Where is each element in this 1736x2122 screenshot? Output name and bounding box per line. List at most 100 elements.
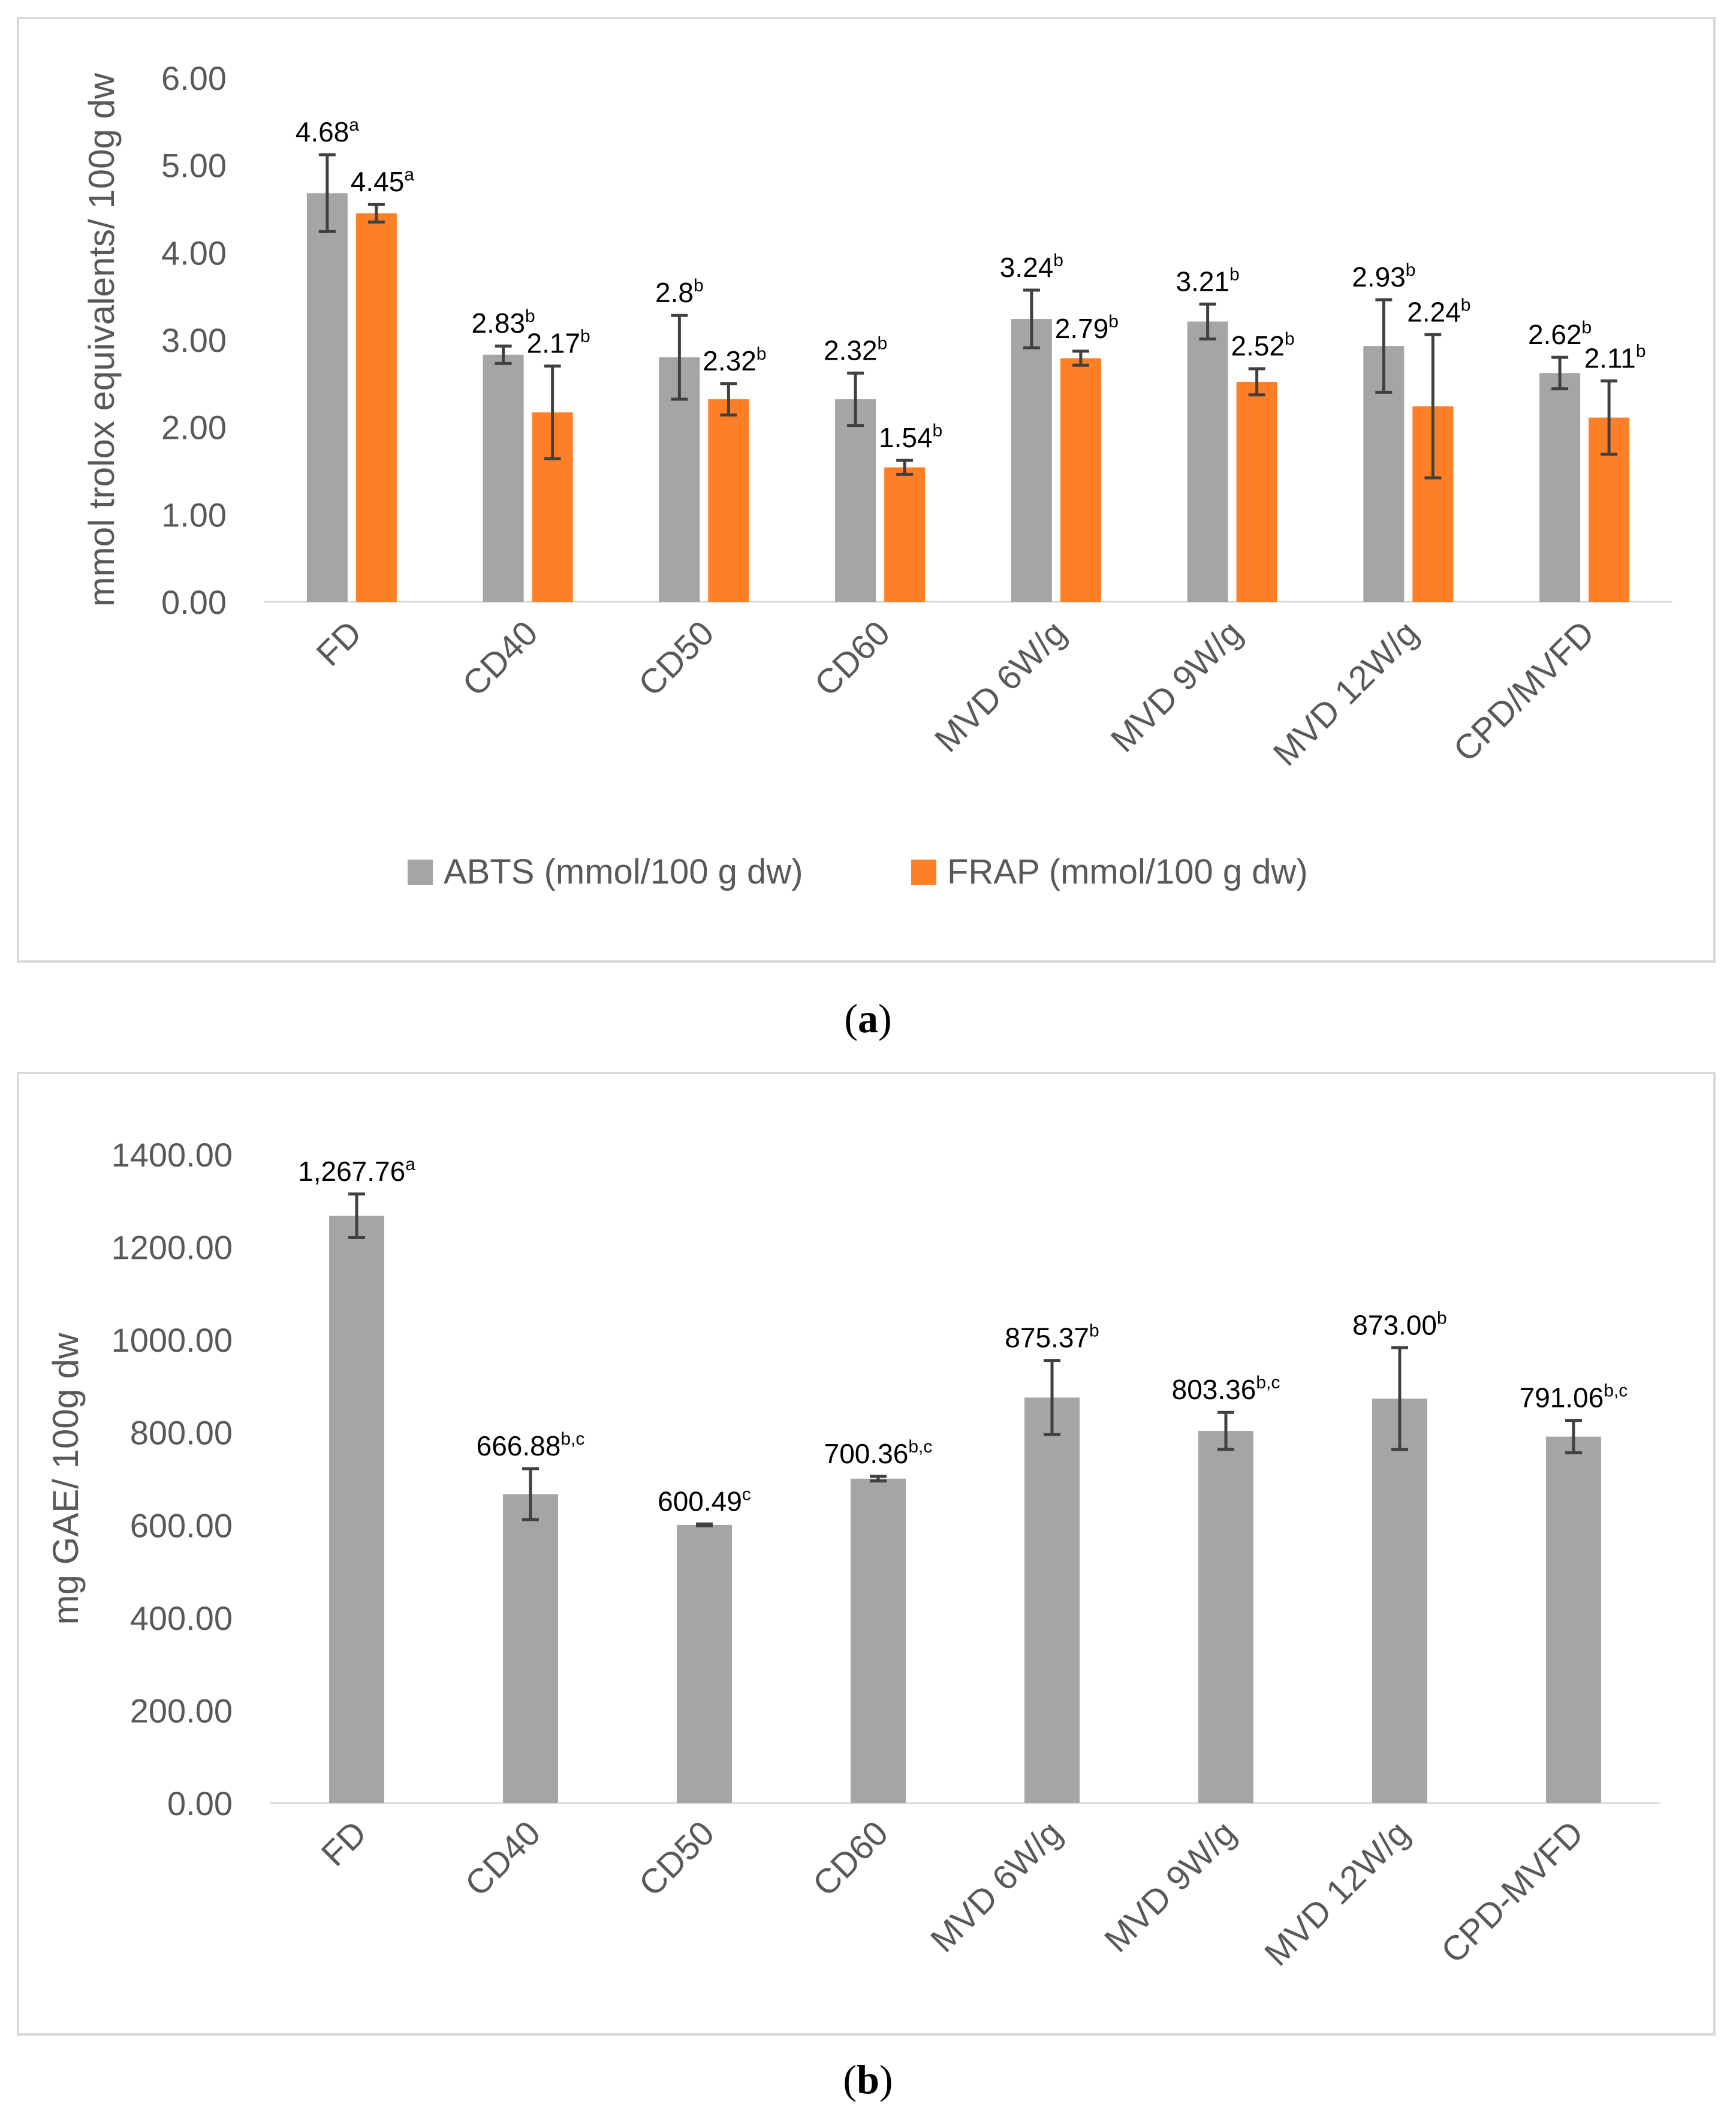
chart-a-data-label-0-7: 2.62b — [1528, 318, 1592, 350]
chart-a-errorbar-1-2 — [720, 382, 737, 417]
chart-a-bar-1-3 — [884, 467, 926, 602]
caption-a-label: a — [858, 996, 878, 1041]
chart-a-errorbar-0-0 — [318, 153, 336, 233]
chart-a-data-label-0-3: 2.32b — [824, 333, 887, 366]
chart-b-errorbar-0-7 — [1565, 1419, 1582, 1455]
chart-a-category-label-3: CD60 — [807, 613, 897, 704]
chart-a-errorbar-0-6 — [1375, 298, 1393, 394]
chart-a-data-label-1-4: 2.79b — [1055, 312, 1119, 344]
chart-a-legend-swatch-0 — [408, 860, 433, 885]
chart-a-bar-1-2 — [708, 399, 749, 602]
chart-a-y-axis-title: mmol trolox equivalents/ 100g dw — [82, 73, 122, 607]
chart-a-category-label-1: CD40 — [455, 613, 545, 704]
chart-a-data-label-1-1: 2.17b — [527, 327, 590, 359]
chart-b-category-label-3: CD60 — [805, 1813, 896, 1904]
chart-a-category-label-7: CPD/MVFD — [1446, 613, 1602, 769]
chart-b-bar-0-7 — [1546, 1436, 1601, 1803]
chart-a-data-label-1-0: 4.45a — [351, 165, 415, 197]
chart-b-ytick-1: 200.00 — [130, 1692, 233, 1729]
chart-a-errorbar-0-1 — [495, 344, 512, 365]
chart-b-category-label-6: MVD 12W/g — [1257, 1813, 1417, 1973]
chart-a-legend-label-0: ABTS (mmol/100 g dw) — [444, 852, 803, 891]
chart-b-category-label-7: CPD-MVFD — [1434, 1813, 1591, 1970]
chart-b-y-axis-title: mg GAE/ 100g dw — [46, 1333, 86, 1625]
chart-a-errorbar-1-4 — [1072, 349, 1089, 367]
chart-a-errorbar-0-3 — [847, 371, 864, 427]
chart-a-bar-0-3 — [835, 399, 876, 602]
chart-b-category-label-2: CD50 — [631, 1813, 722, 1904]
chart-b-bar-0-5 — [1198, 1431, 1253, 1803]
chart-a-data-label-0-1: 2.83b — [472, 306, 535, 339]
chart-a-category-label-5: MVD 9W/g — [1104, 613, 1250, 759]
chart-b-bar-0-4 — [1024, 1397, 1080, 1803]
chart-b-data-label-0-6: 873.00b — [1352, 1308, 1446, 1340]
chart-a-errorbar-1-7 — [1601, 379, 1618, 456]
caption-b-label: b — [857, 2057, 879, 2102]
chart-a-data-label-0-6: 2.93b — [1352, 260, 1415, 293]
chart-b-category-label-5: MVD 9W/g — [1097, 1813, 1243, 1960]
chart-a-errorbar-1-0 — [367, 203, 385, 224]
chart-b-ytick-0: 0.00 — [167, 1785, 233, 1822]
chart-a-data-label-1-7: 2.11b — [1584, 341, 1646, 373]
chart-b-data-label-0-1: 666.88b,c — [477, 1429, 585, 1461]
chart-a-errorbar-0-2 — [671, 314, 688, 401]
chart-a-errorbar-1-5 — [1248, 367, 1265, 397]
chart-a-errorbar-1-3 — [896, 459, 914, 476]
chart-b-ytick-6: 1200.00 — [111, 1229, 233, 1267]
chart-b-ytick-3: 600.00 — [130, 1506, 233, 1544]
chart-b-data-label-0-5: 803.36b,c — [1172, 1373, 1280, 1405]
chart-b-ytick-2: 400.00 — [130, 1599, 233, 1637]
chart-b-errorbar-0-6 — [1391, 1346, 1408, 1451]
chart-a-ytick-0: 0.00 — [161, 583, 227, 621]
chart-b-data-label-0-0: 1,267.76a — [298, 1155, 415, 1187]
chart-a-bar-1-5 — [1236, 381, 1277, 602]
chart-a-legend-label-1: FRAP (mmol/100 g dw) — [947, 852, 1308, 891]
chart-a-bar-0-7 — [1539, 373, 1581, 602]
chart-b-bar-0-1 — [503, 1494, 558, 1803]
chart-b-bar-0-0 — [329, 1216, 384, 1803]
caption-a: (a) — [844, 996, 892, 1041]
chart-a-errorbar-0-4 — [1023, 288, 1040, 349]
chart-a-ytick-6: 6.00 — [161, 59, 227, 97]
chart-a-category-label-2: CD50 — [631, 613, 722, 704]
chart-a-data-label-0-0: 4.68a — [296, 115, 360, 147]
chart-a-ytick-4: 4.00 — [161, 234, 227, 272]
chart-b-data-label-0-3: 700.36b,c — [824, 1437, 933, 1469]
chart-a-bar-0-4 — [1011, 319, 1052, 602]
chart-b-errorbar-0-5 — [1217, 1410, 1234, 1451]
chart-b-category-label-0: FD — [314, 1813, 375, 1874]
chart-b-bar-0-2 — [677, 1524, 732, 1803]
chart-a-ytick-1: 1.00 — [161, 496, 227, 533]
chart-a-errorbar-0-7 — [1551, 355, 1569, 391]
chart-a-bar-0-1 — [483, 354, 524, 602]
chart-a-errorbar-1-1 — [544, 364, 561, 460]
chart-b-data-label-0-4: 875.37b — [1005, 1321, 1099, 1354]
chart-b-ytick-7: 1400.00 — [111, 1136, 233, 1174]
chart-a-legend-swatch-1 — [911, 860, 936, 885]
chart-b-errorbar-0-1 — [522, 1467, 539, 1521]
chart-a-data-label-1-2: 2.32b — [703, 344, 766, 376]
chart-a-errorbar-0-5 — [1199, 302, 1216, 341]
chart-b-data-label-0-2: 600.49c — [658, 1484, 751, 1517]
chart-b-errorbar-0-2 — [696, 1522, 713, 1527]
chart-a-data-label-1-5: 2.52b — [1231, 329, 1295, 361]
chart-b-category-label-4: MVD 6W/g — [923, 1813, 1069, 1960]
chart-a-bar-1-0 — [355, 213, 397, 602]
chart-b-bar-0-3 — [851, 1478, 906, 1803]
chart-a-ytick-5: 5.00 — [161, 147, 227, 185]
chart-a-bar-0-5 — [1187, 321, 1228, 602]
caption-b: (b) — [843, 2057, 893, 2102]
chart-a-data-label-1-6: 2.24b — [1407, 295, 1470, 327]
chart-b-errorbar-0-4 — [1044, 1359, 1060, 1436]
chart-a-ytick-2: 2.00 — [161, 409, 227, 447]
chart-a-bar-0-0 — [306, 193, 348, 602]
chart-b-bar-0-6 — [1372, 1398, 1427, 1803]
chart-a-category-label-6: MVD 12W/g — [1266, 613, 1426, 773]
chart-a-errorbar-1-6 — [1424, 333, 1442, 480]
chart-b-ytick-5: 1000.00 — [111, 1321, 233, 1359]
chart-a-data-label-0-4: 3.24b — [1000, 251, 1063, 283]
chart-b-data-label-0-7: 791.06b,c — [1520, 1381, 1628, 1413]
chart-a-category-label-0: FD — [309, 613, 369, 674]
chart-a-data-label-0-2: 2.8b — [655, 276, 704, 308]
